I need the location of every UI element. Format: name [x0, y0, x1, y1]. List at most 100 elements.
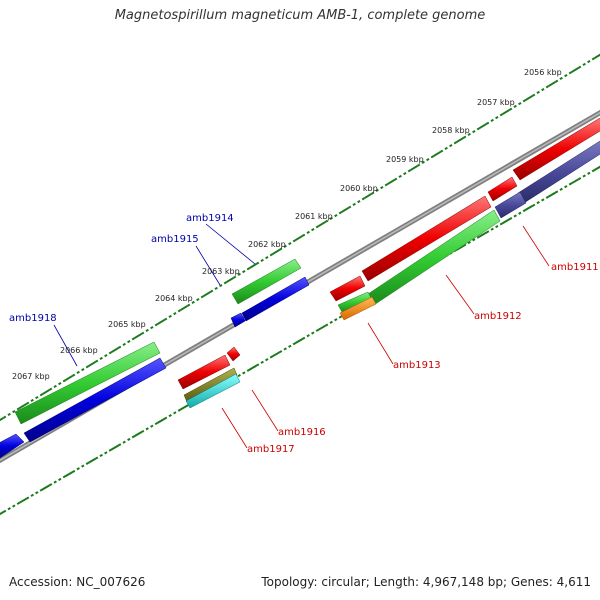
minor-tick [186, 303, 191, 307]
major-tick [88, 457, 96, 464]
kbp-label: 2067 kbp [12, 372, 50, 381]
minor-tick [81, 464, 85, 468]
minor-tick [81, 368, 85, 372]
minor-tick [554, 190, 559, 194]
minor-tick [131, 435, 136, 439]
major-tick [111, 444, 119, 451]
minor-tick [476, 235, 481, 239]
minor-tick [260, 258, 264, 262]
minor-tick [357, 200, 361, 204]
minor-tick [39, 393, 44, 397]
major-tick [249, 263, 257, 269]
minor-tick [499, 222, 504, 226]
major-tick [364, 193, 372, 199]
gene-feature-red [226, 346, 241, 362]
minor-tick [361, 197, 366, 201]
minor-tick [150, 326, 154, 330]
minor-tick [237, 374, 241, 378]
minor-tick [292, 239, 297, 243]
minor-tick [582, 62, 586, 66]
minor-tick [554, 79, 559, 83]
minor-tick [467, 240, 471, 245]
major-tick [456, 137, 464, 143]
minor-tick [522, 99, 527, 103]
minor-tick [269, 253, 274, 257]
major-tick [134, 431, 142, 438]
major-tick [548, 191, 556, 198]
minor-tick [177, 309, 182, 313]
minor-tick [62, 475, 67, 479]
gene-feature-green [14, 341, 161, 425]
major-tick [111, 347, 119, 353]
kbp-label: 2064 kbp [155, 294, 193, 303]
minor-tick [564, 185, 568, 189]
accession-text: Accession: NC_007626 [9, 575, 146, 589]
major-tick [594, 165, 600, 171]
minor-tick [191, 300, 195, 304]
minor-tick [53, 384, 57, 388]
minor-tick [439, 149, 444, 153]
minor-tick [12, 410, 16, 414]
minor-tick [177, 408, 182, 412]
minor-tick [324, 323, 329, 327]
minor-tick [62, 379, 67, 383]
major-tick [525, 95, 533, 101]
minor-tick [490, 227, 494, 231]
major-tick [479, 231, 487, 238]
gene-feature-blue-small [230, 312, 246, 328]
minor-tick [559, 76, 563, 80]
gene-features [0, 117, 600, 459]
minor-tick [104, 354, 108, 358]
minor-tick [338, 211, 343, 215]
minor-tick [283, 347, 287, 351]
minor-tick [568, 71, 573, 75]
tick-track-top [0, 53, 600, 422]
gene-label-amb1918: amb1918 [9, 313, 57, 324]
minor-tick [352, 202, 356, 206]
minor-tick [398, 174, 402, 178]
minor-tick [48, 483, 53, 487]
minor-tick [71, 469, 76, 473]
minor-tick [384, 183, 389, 187]
minor-tick [311, 331, 315, 335]
minor-tick [430, 155, 435, 159]
minor-tick [16, 501, 21, 505]
minor-tick [311, 228, 315, 232]
major-tick [19, 403, 27, 409]
major-tick [571, 67, 579, 73]
major-tick [180, 404, 188, 411]
minor-tick [278, 247, 283, 251]
minor-tick [278, 350, 283, 354]
minor-tick [85, 365, 90, 369]
kbp-label: 2066 kbp [60, 346, 98, 355]
minor-tick [122, 342, 126, 346]
major-tick [479, 123, 487, 129]
minor-tick [145, 427, 149, 431]
minor-tick [476, 127, 481, 131]
major-tick [295, 338, 303, 344]
gene-feature-red [512, 117, 600, 181]
gene-feature-red [177, 354, 231, 390]
minor-tick [421, 160, 425, 164]
major-tick [157, 417, 165, 424]
minor-tick [426, 158, 430, 162]
minor-tick [232, 275, 237, 279]
minor-tick [380, 186, 384, 190]
kbp-labels: 2056 kbp 2057 kbp 2058 kbp 2059 kbp 2060… [12, 68, 562, 381]
major-tick [180, 305, 188, 311]
minor-tick [508, 107, 513, 111]
gene-feature-red [361, 195, 492, 282]
major-tick [318, 221, 326, 227]
minor-tick [499, 113, 504, 117]
minor-tick [12, 504, 16, 508]
gene-feature-cyan [185, 373, 241, 409]
minor-tick [242, 371, 246, 375]
minor-tick [140, 429, 145, 434]
minor-tick [173, 411, 177, 415]
minor-tick [375, 188, 379, 192]
gene-label-amb1915: amb1915 [151, 234, 199, 245]
minor-tick [403, 172, 407, 176]
major-tick [502, 109, 510, 115]
minor-tick [154, 323, 159, 327]
gene-feature-red [487, 176, 518, 202]
